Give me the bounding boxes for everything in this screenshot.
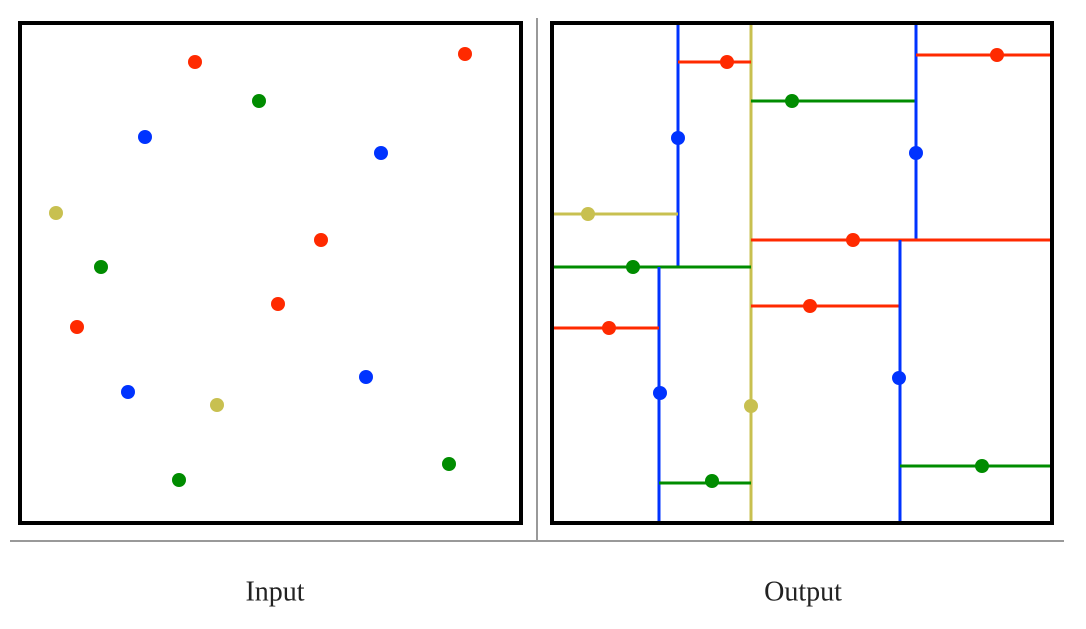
point bbox=[374, 146, 388, 160]
points bbox=[49, 47, 472, 487]
point bbox=[70, 320, 84, 334]
point bbox=[785, 94, 799, 108]
point bbox=[49, 206, 63, 220]
point bbox=[846, 233, 860, 247]
point bbox=[975, 459, 989, 473]
point bbox=[744, 399, 758, 413]
panel-label: Input bbox=[245, 576, 304, 607]
point bbox=[653, 386, 667, 400]
point bbox=[94, 260, 108, 274]
point bbox=[803, 299, 817, 313]
point bbox=[705, 474, 719, 488]
point bbox=[138, 130, 152, 144]
point bbox=[121, 385, 135, 399]
points bbox=[581, 48, 1004, 488]
point bbox=[210, 398, 224, 412]
point bbox=[626, 260, 640, 274]
segments bbox=[552, 23, 1052, 523]
panel-frame bbox=[550, 21, 1054, 525]
point bbox=[720, 55, 734, 69]
point bbox=[892, 371, 906, 385]
point bbox=[271, 297, 285, 311]
point bbox=[442, 457, 456, 471]
point bbox=[188, 55, 202, 69]
point bbox=[602, 321, 616, 335]
panel-label: Output bbox=[764, 576, 842, 607]
input-panel bbox=[18, 21, 523, 525]
point bbox=[172, 473, 186, 487]
point bbox=[458, 47, 472, 61]
point bbox=[314, 233, 328, 247]
panel-frame bbox=[18, 21, 523, 525]
point bbox=[581, 207, 595, 221]
point bbox=[359, 370, 373, 384]
point bbox=[990, 48, 1004, 62]
point bbox=[252, 94, 266, 108]
output-panel bbox=[550, 21, 1054, 525]
point bbox=[671, 131, 685, 145]
point bbox=[909, 146, 923, 160]
